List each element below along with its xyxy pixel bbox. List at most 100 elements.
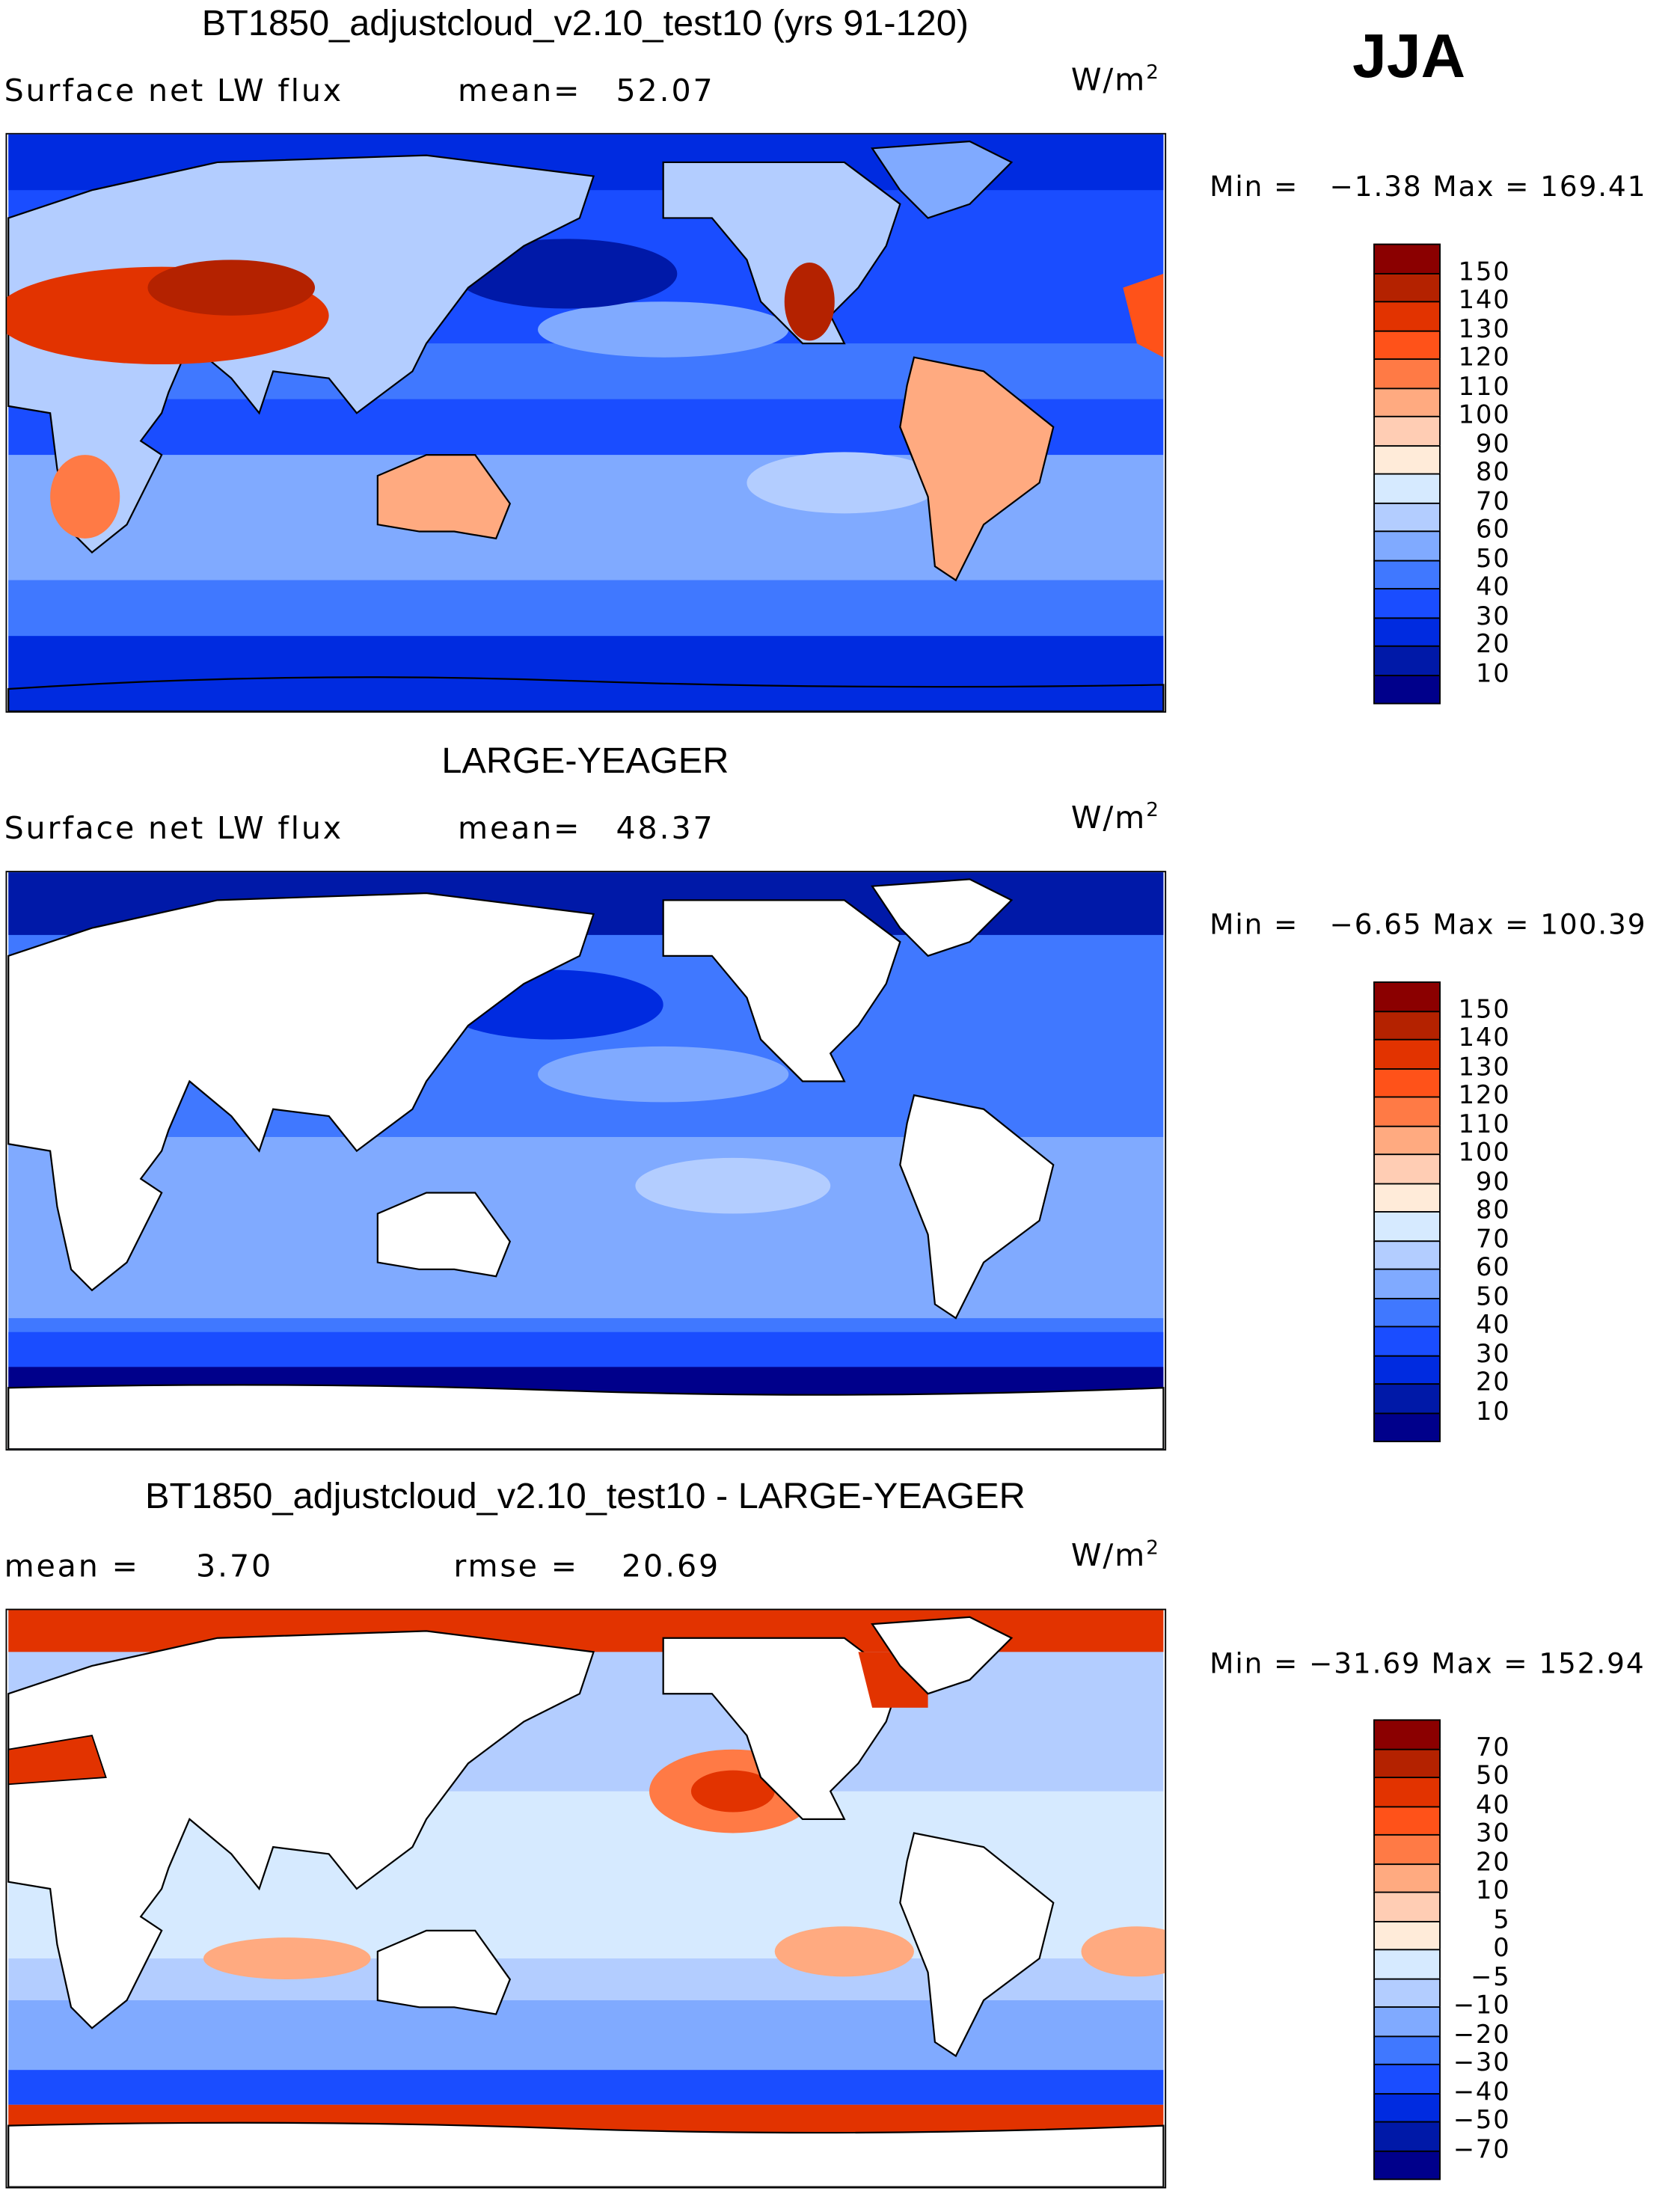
colorbar-tick-label: −30 bbox=[1453, 2048, 1511, 2078]
max-label: Max = bbox=[1432, 907, 1530, 941]
panel2-mean-label: mean= bbox=[458, 812, 582, 848]
min-value: −6.65 bbox=[1329, 907, 1423, 941]
panel1-mean-value: 52.07 bbox=[616, 74, 715, 109]
colorbar-tick-label: 20 bbox=[1475, 630, 1511, 660]
panel1-title: BT1850_adjustcloud_v2.10_test10 (yrs 91-… bbox=[201, 1, 969, 44]
colorbar-tick-label: −5 bbox=[1471, 1962, 1511, 1992]
colorbar-swatch bbox=[1373, 444, 1441, 475]
colorbar-tick-label: 70 bbox=[1475, 486, 1511, 516]
colorbar-tick-label: 10 bbox=[1475, 1397, 1511, 1427]
colorbar-swatch bbox=[1373, 1038, 1441, 1070]
colorbar-tick-label: −40 bbox=[1453, 2077, 1511, 2106]
colorbar-tick-label: 10 bbox=[1475, 658, 1511, 688]
panel2-minmax: Min = −6.65 Max = 100.39 bbox=[1210, 907, 1646, 941]
colorbar-tick-label: 120 bbox=[1458, 343, 1511, 373]
colorbar-tick-label: 5 bbox=[1493, 1905, 1511, 1934]
colorbar-tick-label: 110 bbox=[1458, 1109, 1511, 1139]
colorbar-swatch bbox=[1373, 674, 1441, 705]
colorbar-tick-label: 50 bbox=[1475, 1281, 1511, 1311]
colorbar-swatch bbox=[1373, 415, 1441, 447]
panel3-rmse-value: 20.69 bbox=[622, 1549, 720, 1585]
colorbar-tick-label: −50 bbox=[1453, 2106, 1511, 2136]
panel1-units: W/m2 bbox=[1071, 61, 1160, 98]
colorbar-tick-label: −20 bbox=[1453, 2019, 1511, 2050]
colorbar-tick-label: 100 bbox=[1458, 1138, 1511, 1168]
colorbar-tick-label: 30 bbox=[1475, 1339, 1511, 1369]
colorbar-swatch bbox=[1373, 1920, 1441, 1951]
panel2-map-field bbox=[7, 872, 1165, 1450]
colorbar-swatch bbox=[1373, 1747, 1441, 1779]
colorbar-tick-label: 110 bbox=[1458, 371, 1511, 402]
colorbar-swatch bbox=[1373, 2121, 1441, 2151]
min-label: Min = bbox=[1210, 169, 1299, 203]
colorbar-tick-label: 20 bbox=[1475, 1847, 1511, 1878]
colorbar-swatch bbox=[1373, 588, 1441, 619]
colorbar-tick-label: 70 bbox=[1475, 1224, 1511, 1254]
colorbar-swatch bbox=[1373, 243, 1441, 274]
colorbar-swatch bbox=[1373, 1805, 1441, 1836]
colorbar-swatch bbox=[1373, 1383, 1441, 1414]
panel3-title: BT1850_adjustcloud_v2.10_test10 - LARGE-… bbox=[145, 1474, 1026, 1517]
colorbar-tick-label: 50 bbox=[1475, 1761, 1511, 1791]
colorbar-tick-label: 150 bbox=[1458, 994, 1511, 1025]
colorbar-tick-label: 150 bbox=[1458, 257, 1511, 287]
colorbar-swatch bbox=[1373, 1412, 1441, 1442]
colorbar-tick-label: 120 bbox=[1458, 1080, 1511, 1111]
panel2-map bbox=[5, 871, 1167, 1451]
colorbar-tick-label: 70 bbox=[1475, 1732, 1511, 1762]
colorbar-tick-label: 20 bbox=[1475, 1367, 1511, 1397]
colorbar-swatch bbox=[1373, 1240, 1441, 1270]
colorbar-tick-label: 10 bbox=[1475, 1876, 1511, 1906]
colorbar-swatch bbox=[1373, 981, 1441, 1012]
colorbar-tick-label: −10 bbox=[1453, 1991, 1511, 2020]
units-text: W/m bbox=[1070, 1539, 1147, 1575]
colorbar-swatch bbox=[1373, 2035, 1441, 2065]
panel1-minmax: Min = −1.38 Max = 169.41 bbox=[1210, 169, 1646, 203]
colorbar-tick-label: 40 bbox=[1475, 1310, 1511, 1340]
min-value: −31.69 bbox=[1308, 1646, 1421, 1681]
panel1-map bbox=[0, 132, 1167, 713]
colorbar-tick-label: 80 bbox=[1475, 1195, 1511, 1225]
colorbar-swatch bbox=[1373, 2149, 1441, 2181]
panel2-mean-value: 48.37 bbox=[616, 812, 715, 848]
colorbar-tick-label: 90 bbox=[1475, 429, 1511, 459]
panel3-units: W/m2 bbox=[1071, 1537, 1160, 1574]
colorbar-tick-label: 60 bbox=[1475, 1253, 1511, 1283]
colorbar-tick-label: 100 bbox=[1458, 400, 1511, 430]
colorbar-swatch bbox=[1373, 329, 1441, 361]
units-exponent: 2 bbox=[1146, 61, 1160, 85]
colorbar-swatch bbox=[1373, 1833, 1441, 1865]
colorbar-tick-label: 140 bbox=[1458, 1023, 1511, 1053]
colorbar-tick-label: 130 bbox=[1458, 1052, 1511, 1082]
max-label: Max = bbox=[1431, 1646, 1529, 1681]
max-value: 100.39 bbox=[1540, 907, 1647, 941]
max-label: Max = bbox=[1432, 169, 1530, 203]
panel1-variable: Surface net LW flux bbox=[4, 74, 343, 109]
colorbar-tick-label: 60 bbox=[1475, 515, 1511, 545]
season-label: JJA bbox=[1352, 22, 1466, 91]
colorbar-tick-label: −70 bbox=[1453, 2134, 1511, 2164]
panel2-units: W/m2 bbox=[1071, 800, 1160, 836]
panel3-minmax: Min = −31.69 Max = 152.94 bbox=[1210, 1646, 1645, 1680]
panel2-title: LARGE-YEAGER bbox=[441, 739, 729, 782]
panel1-mean-label: mean= bbox=[458, 74, 582, 109]
panel3-mean-label: mean = bbox=[4, 1549, 140, 1585]
colorbar-swatch bbox=[1373, 1297, 1441, 1328]
colorbar-tick-label: 40 bbox=[1475, 1789, 1511, 1820]
colorbar-swatch bbox=[1373, 1211, 1441, 1242]
panel3-map-field bbox=[7, 1610, 1193, 2188]
colorbar-tick-label: 50 bbox=[1475, 544, 1511, 574]
panel3-rmse-label: rmse = bbox=[453, 1549, 579, 1585]
colorbar-tick-label: 140 bbox=[1458, 285, 1511, 316]
colorbar-swatch bbox=[1373, 301, 1441, 331]
colorbar-swatch bbox=[1373, 1977, 1441, 2008]
colorbar-swatch bbox=[1373, 1096, 1441, 1127]
min-value: −1.38 bbox=[1329, 169, 1423, 203]
colorbar-swatch bbox=[1373, 1268, 1441, 1299]
units-text: W/m bbox=[1070, 63, 1147, 99]
colorbar-tick-label: 40 bbox=[1475, 572, 1511, 602]
units-exponent: 2 bbox=[1146, 1537, 1160, 1560]
colorbar-tick-label: 80 bbox=[1475, 458, 1511, 488]
colorbar-tick-label: 30 bbox=[1475, 601, 1511, 631]
